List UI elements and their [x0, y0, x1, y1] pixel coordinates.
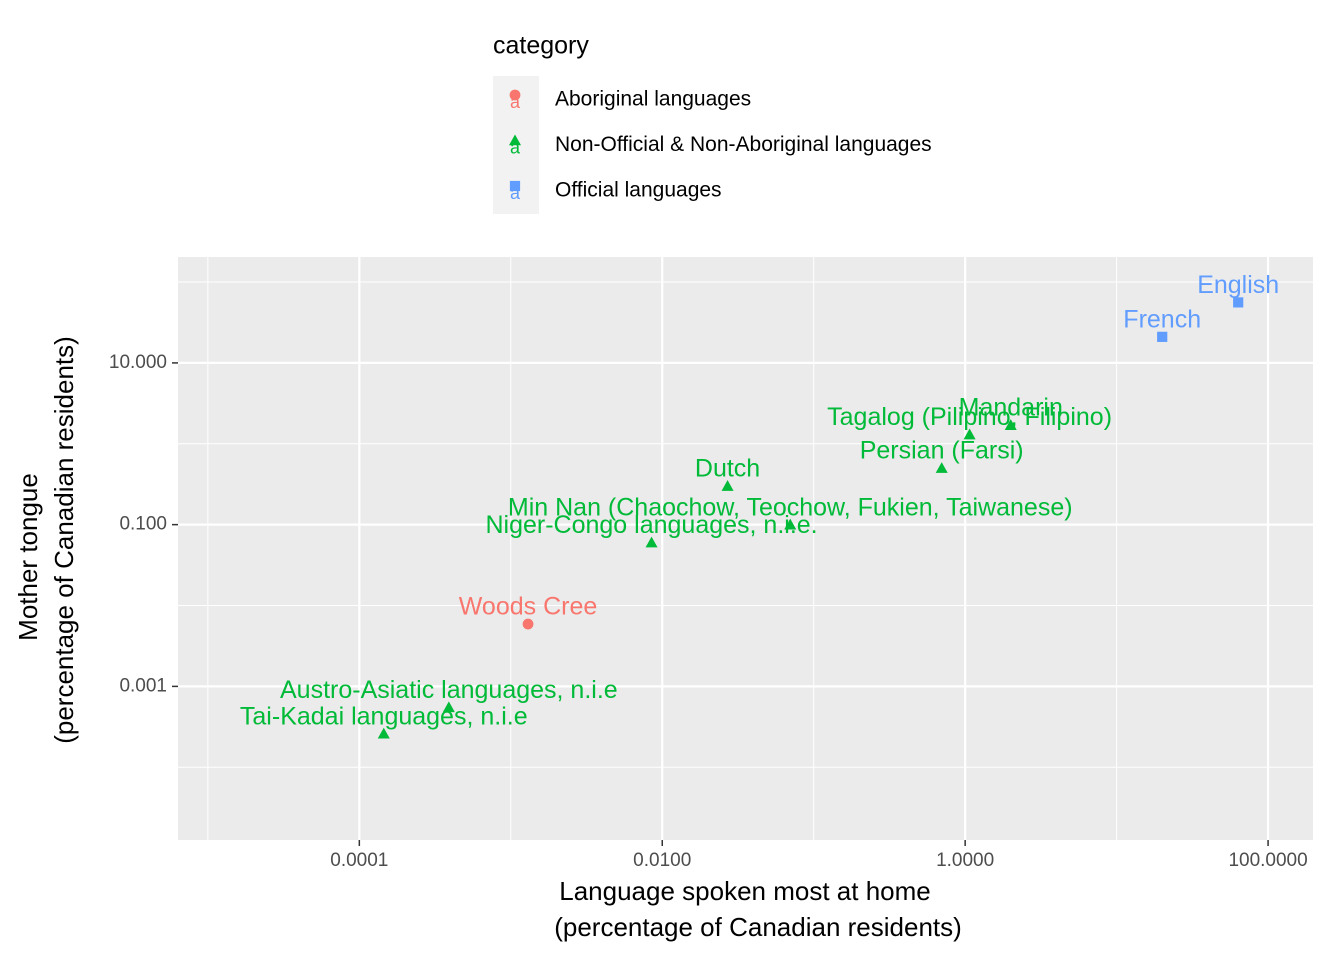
legend-key-letter: a	[510, 137, 521, 157]
axes: 0.0001 0.0100 1.0000 100.0000 10.000 0.100 0.0…	[109, 352, 1308, 871]
x-axis-title: Language spoken most at home	[559, 876, 930, 906]
point	[963, 428, 976, 440]
legend-key	[509, 134, 521, 146]
point	[522, 618, 534, 630]
point	[377, 727, 390, 739]
point	[784, 518, 797, 530]
legend-label: Official languages	[555, 179, 722, 202]
y-axis-title: Mother tongue	[13, 473, 43, 641]
y-axis-title: (percentage of Canadian residents)	[49, 336, 79, 744]
point	[1004, 419, 1017, 430]
point	[721, 480, 734, 491]
legend-key-letter: a	[510, 92, 521, 112]
x-tick-label: 0.0100	[633, 850, 691, 871]
point-label: Woods Cree	[459, 593, 598, 621]
point	[935, 462, 948, 473]
legend-label: Non-Official & Non-Aboriginal languages	[555, 133, 932, 156]
legend: a Aboriginal languages a Non-Official & Non…	[509, 88, 932, 203]
x-axis-title: (percentage of Canadian residents)	[554, 912, 962, 942]
point-label: Tagalog (Pilipino, Filipino)	[827, 403, 1112, 431]
point	[1233, 297, 1244, 308]
panel	[178, 257, 1313, 840]
point-label: Niger-Congo languages, n.i.e.	[485, 511, 817, 539]
point-label: Mandarin	[959, 394, 1063, 422]
point	[645, 536, 658, 548]
x-tick-label: 0.0001	[330, 850, 388, 871]
point-label: French	[1123, 305, 1201, 333]
y-tick-label: 0.100	[119, 514, 167, 535]
point	[442, 701, 455, 713]
point-label: Austro-Asiatic languages, n.i.e	[280, 676, 618, 704]
point-label: Dutch	[695, 455, 760, 483]
legend-key	[509, 89, 521, 101]
point-label: Min Nan (Chaochow, Teochow, Fukien, Taiw…	[508, 493, 1073, 521]
x-tick-label: 1.0000	[936, 850, 994, 871]
y-tick-label: 0.001	[119, 675, 167, 696]
point-label: Persian (Farsi)	[860, 437, 1024, 465]
legend-label: Aboriginal languages	[555, 88, 751, 111]
grid	[178, 257, 1313, 840]
legend-key	[509, 180, 521, 192]
point-label: English	[1197, 271, 1279, 299]
y-tick-label: 10.000	[109, 352, 167, 373]
point	[1157, 331, 1168, 342]
point-label: Tai-Kadai languages, n.i.e	[240, 702, 528, 730]
legend-title: category	[493, 32, 589, 60]
x-tick-label: 100.0000	[1228, 850, 1307, 871]
marks: Woods Cree Dutch Min Nan (Chaochow, Teocho…	[240, 271, 1279, 739]
legend-key-letter: a	[510, 183, 521, 203]
